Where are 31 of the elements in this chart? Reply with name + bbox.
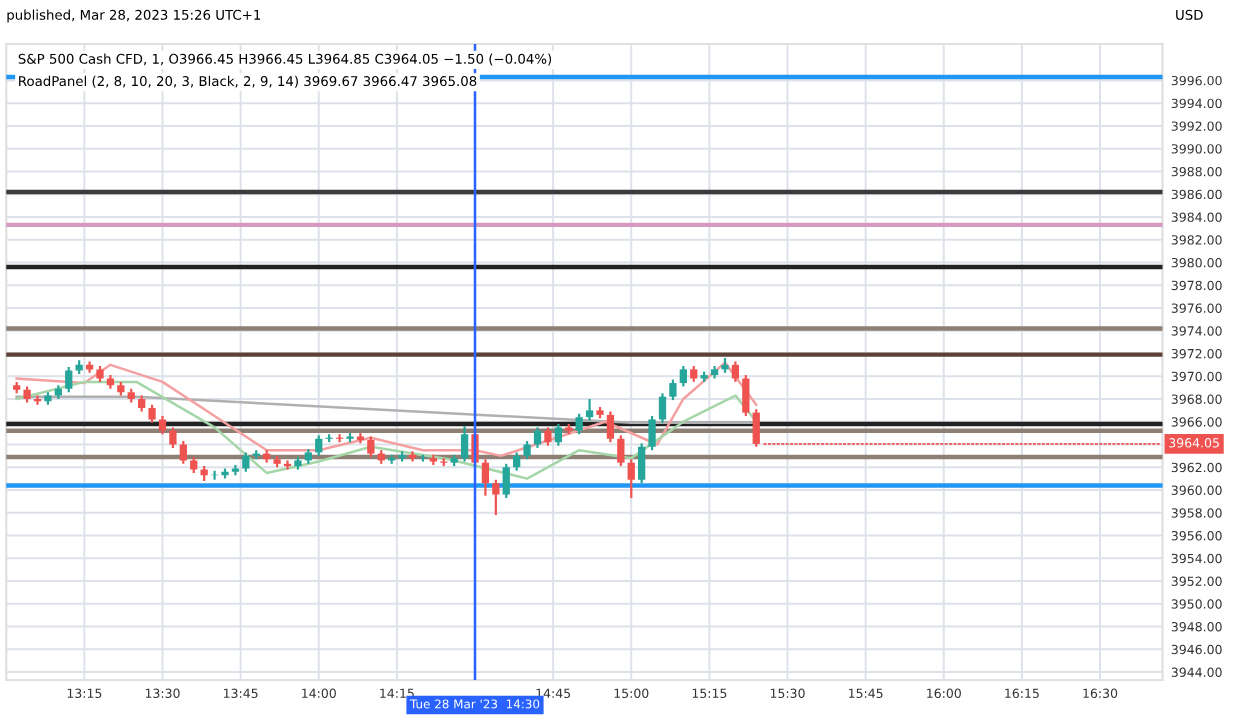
candlestick [648,414,656,452]
candlestick [169,426,177,450]
candlestick [658,392,667,424]
candlestick [242,451,250,473]
candlestick [617,434,625,468]
candlestick [638,442,646,485]
candlestick [752,408,760,448]
candlestick [502,462,510,500]
candlestick [669,378,677,402]
candlestick [523,439,531,461]
candlestick [513,451,521,472]
candlestick [460,425,469,463]
candlestick [315,434,323,457]
candlestick [492,478,500,517]
candlestick [606,410,615,444]
candlestick [742,373,750,418]
candlestick [544,426,552,447]
candlestick [158,414,167,436]
candlestick [367,435,375,459]
candlestick [575,412,583,436]
candlestick [585,397,594,422]
candlestick [731,360,740,384]
candlestick [554,422,562,447]
line-series [15,380,758,480]
candlestick [627,458,635,500]
candlestick [148,403,156,424]
candlestick [481,458,490,497]
candlestick [533,426,542,450]
candlestick [179,439,187,465]
candlestick [679,364,687,388]
candlestick [65,366,73,394]
